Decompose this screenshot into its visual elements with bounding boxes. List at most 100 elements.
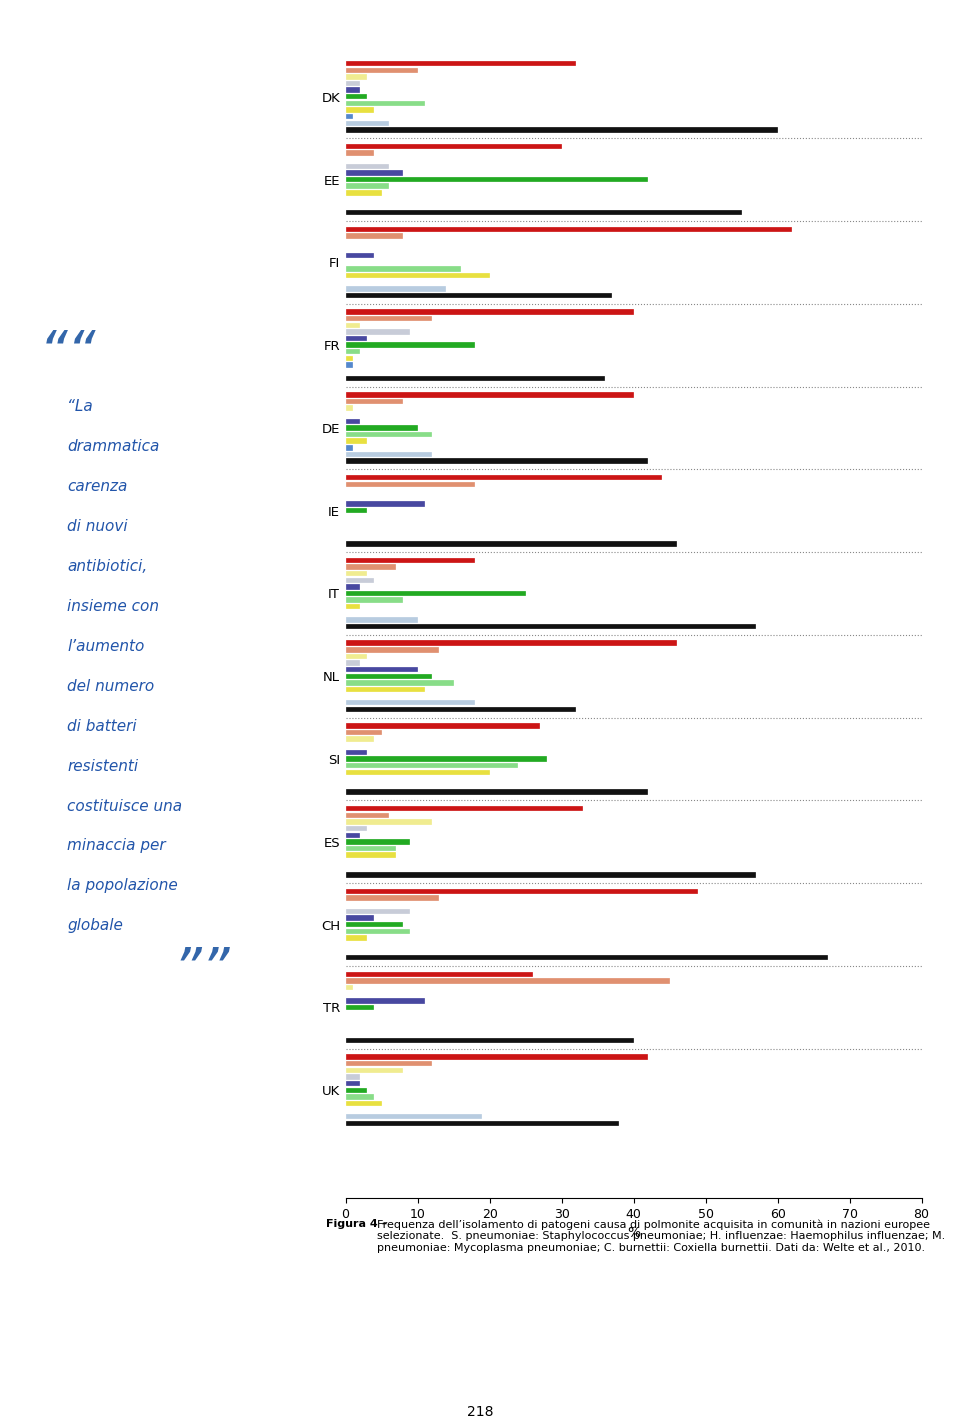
Bar (346, 820, 432, 824)
Bar (346, 375, 605, 381)
Bar (346, 1094, 374, 1099)
Text: drammatica: drammatica (67, 439, 159, 455)
Bar (346, 846, 396, 851)
Bar (346, 445, 352, 451)
Bar (346, 585, 360, 589)
Text: l’aumento: l’aumento (67, 639, 145, 655)
Bar (346, 292, 612, 298)
Text: costituisce una: costituisce una (67, 799, 182, 814)
Bar (346, 190, 381, 195)
Text: Frequenza dell’isolamento di patogeni causa di polmonite acquisita in comunità i: Frequenza dell’isolamento di patogeni ca… (377, 1219, 946, 1253)
Bar (346, 452, 432, 458)
Text: globale: globale (67, 918, 123, 934)
Text: antibiotici,: antibiotici, (67, 559, 148, 575)
Bar (346, 210, 741, 215)
Bar (346, 475, 662, 481)
Bar (346, 127, 778, 133)
Bar (346, 908, 411, 914)
Bar (346, 1068, 403, 1072)
Bar (346, 597, 403, 603)
Bar (346, 955, 828, 961)
Bar (346, 432, 432, 438)
Bar (346, 67, 418, 73)
Bar (346, 928, 411, 934)
Bar (346, 94, 367, 100)
Text: carenza: carenza (67, 479, 128, 495)
Bar (346, 362, 352, 368)
Bar (346, 707, 576, 712)
Bar (346, 287, 446, 291)
Text: ””: ”” (173, 944, 230, 997)
Text: di nuovi: di nuovi (67, 519, 128, 535)
Bar (346, 660, 360, 666)
Bar (346, 252, 374, 258)
Bar (346, 170, 403, 175)
Bar (346, 605, 360, 609)
Bar (346, 438, 367, 443)
Bar (346, 617, 418, 623)
Bar (346, 770, 490, 776)
Bar (346, 1081, 360, 1087)
Bar (346, 756, 547, 761)
Bar (346, 61, 576, 67)
Bar (346, 425, 418, 431)
Bar (346, 150, 374, 155)
Bar (346, 540, 677, 546)
Bar (346, 502, 424, 506)
Bar (346, 853, 396, 858)
Text: del numero: del numero (67, 679, 155, 694)
Bar (346, 578, 374, 583)
Bar (346, 177, 648, 183)
Bar (346, 1121, 619, 1127)
Bar (346, 667, 418, 673)
Text: “La: “La (67, 399, 93, 415)
Text: Figura 4 –: Figura 4 – (326, 1219, 392, 1229)
Bar (346, 349, 360, 355)
Bar (346, 680, 453, 686)
Bar (346, 399, 403, 404)
Bar (346, 647, 439, 653)
Bar (346, 232, 403, 238)
Bar (346, 81, 360, 86)
Bar (346, 640, 677, 646)
Bar (346, 888, 698, 894)
Bar (346, 978, 669, 984)
Bar (346, 813, 389, 819)
Bar (346, 107, 374, 113)
Bar (346, 87, 360, 93)
Bar (346, 458, 648, 463)
Bar (346, 164, 389, 170)
Bar (346, 508, 367, 513)
Bar (346, 590, 525, 596)
X-axis label: %: % (627, 1226, 640, 1241)
Bar (346, 923, 403, 927)
Bar (346, 687, 424, 692)
Bar (346, 144, 562, 150)
Bar (346, 342, 475, 348)
Bar (346, 935, 367, 941)
Bar (346, 763, 518, 769)
Bar (346, 482, 475, 486)
Bar (346, 673, 432, 679)
Bar (346, 272, 490, 278)
Bar (346, 184, 389, 188)
Text: insieme con: insieme con (67, 599, 159, 615)
Bar (346, 114, 352, 120)
Bar (346, 998, 424, 1004)
Bar (346, 392, 634, 398)
Bar (346, 419, 360, 424)
Text: minaccia per: minaccia per (67, 838, 166, 854)
Bar (346, 101, 424, 106)
Bar (346, 329, 411, 335)
Bar (346, 1074, 360, 1079)
Bar (346, 1101, 381, 1107)
Bar (346, 915, 374, 921)
Bar (346, 565, 396, 570)
Bar (346, 625, 756, 629)
Bar (346, 971, 533, 977)
Bar (346, 1054, 648, 1060)
Bar (346, 317, 432, 321)
Bar (346, 309, 634, 315)
Bar (346, 838, 411, 844)
Bar (346, 1005, 374, 1010)
